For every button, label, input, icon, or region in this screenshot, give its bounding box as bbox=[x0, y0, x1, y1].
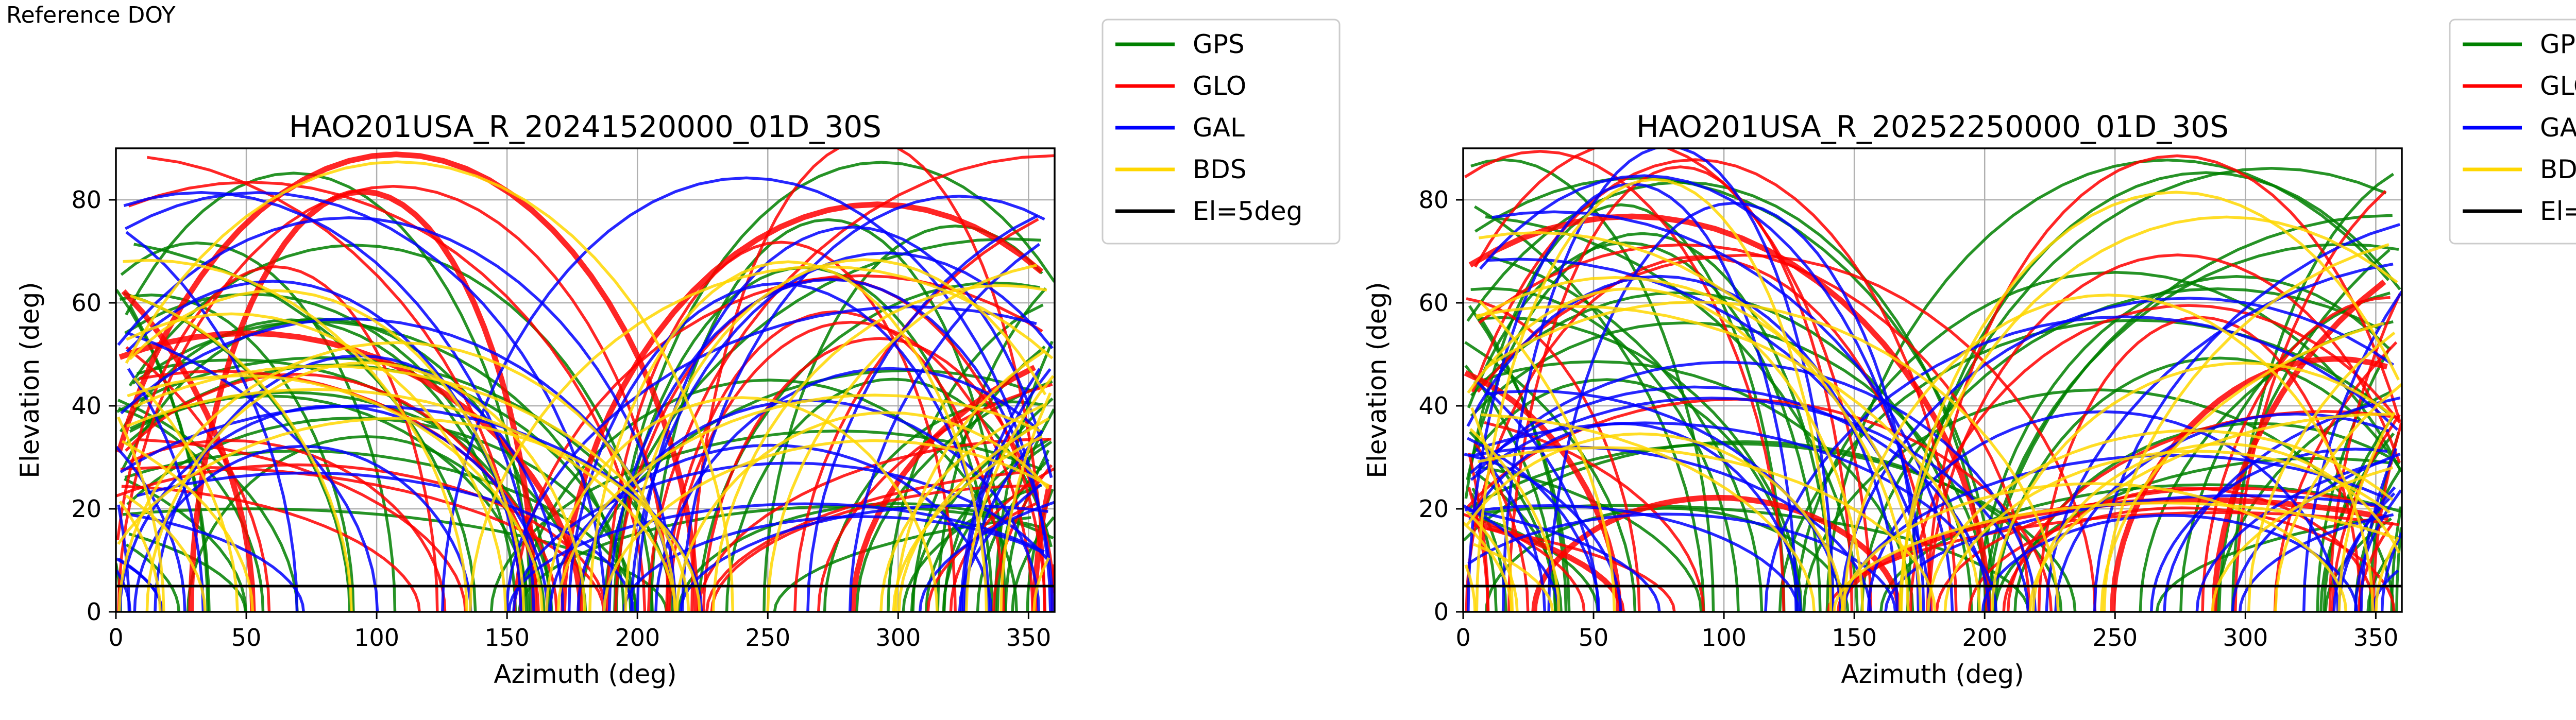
track-gal bbox=[607, 278, 1054, 612]
track-bds bbox=[1466, 432, 2400, 612]
track-bds bbox=[133, 364, 1050, 612]
y-tick-label: 80 bbox=[71, 186, 101, 214]
legend-label: GPS bbox=[1193, 29, 1245, 59]
y-tick-label: 0 bbox=[1434, 598, 1449, 626]
sky-plot-panel-2: 0 50 100 150 200 250 300 350 0 20 40 60 80 HAO201USA_… bbox=[1362, 19, 2576, 689]
legend-label: GAL bbox=[1193, 113, 1245, 143]
x-tick-label: 150 bbox=[1832, 624, 1877, 652]
y-tick-label: 40 bbox=[71, 392, 101, 420]
track-gal bbox=[154, 354, 565, 612]
legend-label: El=5deg bbox=[1193, 196, 1302, 226]
track-bds bbox=[1484, 300, 2402, 612]
chart-title: HAO201USA_R_20252250000_01D_30S bbox=[1636, 109, 2229, 144]
legend: GPS GLO GAL BDS El=5deg bbox=[2449, 19, 2576, 245]
legend-box bbox=[2449, 19, 2576, 245]
track-bds bbox=[588, 260, 988, 612]
track-bds bbox=[126, 312, 1046, 612]
x-tick-label: 300 bbox=[875, 624, 921, 652]
track-glo bbox=[1507, 165, 1854, 612]
track-bds bbox=[1469, 362, 2395, 612]
chart-title: HAO201USA_R_20241520000_01D_30S bbox=[289, 109, 882, 144]
track-bds bbox=[1840, 482, 2348, 612]
x-tick-label: 0 bbox=[108, 624, 123, 652]
reference-doy-label: Reference DOY bbox=[6, 2, 176, 28]
track-gal bbox=[116, 367, 1043, 612]
legend-label: BDS bbox=[1193, 155, 1247, 184]
x-tick-label: 350 bbox=[1006, 624, 1051, 652]
track-glo bbox=[1465, 398, 2395, 612]
track-bds bbox=[118, 411, 1049, 612]
x-tick-label: 200 bbox=[615, 624, 660, 652]
x-tick-label: 100 bbox=[354, 624, 399, 652]
track-gal bbox=[125, 195, 1045, 612]
track-bds bbox=[1463, 450, 2391, 612]
track-bds bbox=[1467, 287, 2396, 612]
track-bds bbox=[130, 284, 1047, 612]
track-gal bbox=[1475, 297, 2395, 612]
track-gps bbox=[123, 507, 1031, 612]
track-gal bbox=[117, 216, 1041, 612]
track-bds bbox=[1475, 178, 1833, 612]
track-glo bbox=[1531, 494, 1902, 612]
y-tick-label: 0 bbox=[87, 598, 101, 626]
track-bds bbox=[545, 396, 939, 612]
tracks-layer bbox=[1463, 148, 2402, 612]
track-bds bbox=[117, 341, 676, 612]
track-gps bbox=[1473, 167, 2387, 612]
track-gal bbox=[1501, 148, 1835, 612]
x-tick-label: 200 bbox=[1962, 624, 2007, 652]
track-bds bbox=[1476, 276, 2396, 612]
x-tick-label: 300 bbox=[2223, 624, 2268, 652]
x-tick-label: 50 bbox=[231, 624, 262, 652]
axes-frame bbox=[115, 147, 1056, 613]
y-axis-label: Elevation (deg) bbox=[1362, 282, 1392, 478]
track-gal bbox=[1981, 513, 2359, 612]
tracks-layer bbox=[116, 148, 1055, 612]
track-gps bbox=[650, 218, 1007, 612]
track-bds bbox=[121, 393, 1041, 612]
y-tick-label: 80 bbox=[1418, 186, 1449, 214]
y-tick-label: 40 bbox=[1418, 392, 1449, 420]
x-tick-label: 350 bbox=[2353, 624, 2398, 652]
legend: GPS GLO GAL BDS El=5deg bbox=[1101, 19, 1341, 245]
legend-label: BDS bbox=[2540, 155, 2576, 184]
x-tick-label: 100 bbox=[1701, 624, 1747, 652]
track-glo bbox=[1466, 296, 2391, 612]
sky-plot-panel-1: 0 50 100 150 200 250 300 350 0 20 40 60 80 HAO201USA_… bbox=[15, 19, 1341, 689]
x-tick-label: 150 bbox=[484, 624, 530, 652]
x-tick-label: 0 bbox=[1455, 624, 1470, 652]
x-axis-label: Azimuth (deg) bbox=[494, 659, 676, 689]
legend-label: GAL bbox=[2540, 113, 2576, 143]
legend-label: GLO bbox=[1193, 71, 1246, 101]
y-tick-label: 60 bbox=[1418, 289, 1449, 317]
y-axis-label: Elevation (deg) bbox=[15, 282, 45, 478]
track-gal bbox=[123, 191, 1038, 612]
y-tick-label: 20 bbox=[1418, 495, 1449, 523]
x-axis-label: Azimuth (deg) bbox=[1841, 659, 2024, 689]
legend-label: El=5deg bbox=[2540, 196, 2576, 226]
x-tick-label: 250 bbox=[2092, 624, 2138, 652]
track-bds bbox=[1479, 215, 2398, 612]
track-bds bbox=[129, 289, 1055, 612]
x-tick-label: 50 bbox=[1579, 624, 1609, 652]
track-gal bbox=[441, 176, 1052, 612]
legend-box bbox=[1101, 19, 1341, 245]
axes-frame bbox=[1462, 147, 2403, 613]
track-bds bbox=[145, 361, 586, 612]
track-gal bbox=[1479, 174, 2402, 612]
track-bds bbox=[133, 265, 1054, 612]
x-tick-label: 250 bbox=[745, 624, 790, 652]
legend-label: GPS bbox=[2540, 29, 2576, 59]
track-gal bbox=[549, 443, 993, 612]
legend-label: GLO bbox=[2540, 71, 2576, 101]
y-tick-label: 20 bbox=[71, 495, 101, 523]
track-glo bbox=[1464, 356, 2388, 612]
y-tick-label: 60 bbox=[71, 289, 101, 317]
